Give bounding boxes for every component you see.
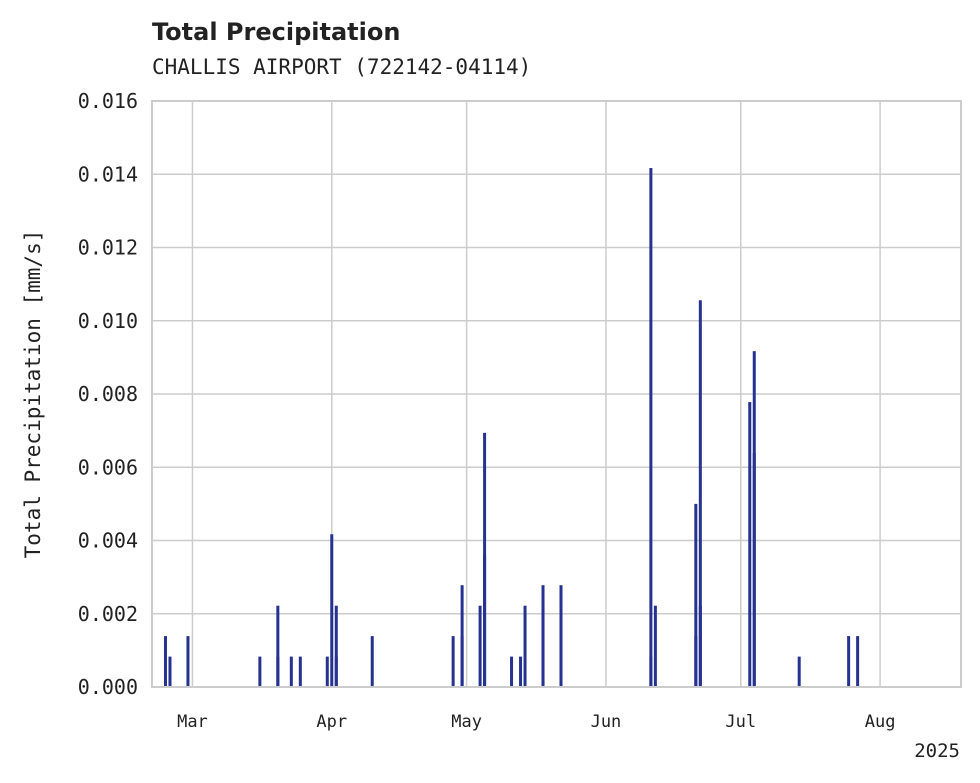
- precip-bar: [334, 605, 338, 687]
- precip-bar: [748, 402, 752, 687]
- precip-bar: [847, 636, 851, 687]
- precip-bar: [460, 636, 464, 687]
- precip-bar: [478, 605, 482, 687]
- precip-bar: [698, 605, 702, 687]
- y-tick-label: 0.008: [78, 382, 138, 406]
- precip-bar: [519, 656, 523, 687]
- precip-bar: [451, 636, 455, 687]
- x-tick-label: May: [451, 712, 482, 732]
- precip-bar: [258, 656, 262, 687]
- precip-bar: [289, 656, 293, 687]
- precip-bar: [298, 656, 302, 687]
- grid-lines: [152, 100, 961, 688]
- y-tick-label: 0.002: [78, 602, 138, 626]
- precip-bar: [649, 168, 653, 687]
- precip-bar: [797, 656, 801, 687]
- precip-bar: [698, 300, 702, 687]
- precip-bar: [276, 605, 280, 687]
- y-tick-label: 0.010: [78, 309, 138, 333]
- precip-bar: [330, 534, 334, 687]
- precip-bar: [163, 636, 167, 687]
- precip-bar: [694, 636, 698, 687]
- precip-bar: [559, 585, 563, 687]
- x-axis-year-label: 2025: [914, 740, 960, 762]
- y-tick-label: 0.012: [78, 236, 138, 260]
- precip-bar: [653, 605, 657, 687]
- precip-bar: [694, 503, 698, 687]
- precip-bar: [325, 656, 329, 687]
- precip-bar: [483, 554, 487, 687]
- plot-frame: [151, 100, 962, 688]
- y-tick-label: 0.006: [78, 455, 138, 479]
- precip-bar: [510, 656, 514, 687]
- y-tick-label: 0.014: [78, 162, 138, 186]
- y-axis-ticks: 0.000 0.002 0.004 0.006 0.008 0.010 0.012 0.014…: [78, 89, 138, 699]
- y-tick-label: 0.004: [78, 529, 138, 553]
- y-tick-label: 0.000: [78, 675, 138, 699]
- precip-bar: [186, 636, 190, 687]
- x-tick-label: Jun: [591, 712, 622, 732]
- bar-series: [163, 168, 860, 687]
- chart-subtitle: CHALLIS AIRPORT (722142-04114): [152, 55, 531, 79]
- y-axis-label: Total Precipitation [mm/s]: [21, 230, 45, 559]
- x-tick-label: Aug: [865, 712, 896, 732]
- x-axis-ticks: Mar Apr May Jun Jul Aug: [177, 712, 895, 732]
- precip-bar: [752, 452, 756, 687]
- precip-bar: [541, 605, 545, 687]
- y-tick-label: 0.016: [78, 89, 138, 113]
- x-tick-label: Mar: [177, 712, 208, 732]
- precip-bar: [276, 656, 280, 687]
- precip-bar: [523, 605, 527, 687]
- precip-bar: [856, 636, 860, 687]
- chart-title: Total Precipitation: [152, 18, 400, 46]
- precip-bar: [649, 656, 653, 687]
- x-tick-label: Jul: [725, 712, 756, 732]
- x-tick-label: Apr: [316, 712, 347, 732]
- precip-bar: [370, 636, 374, 687]
- precip-bar: [334, 656, 338, 687]
- precip-bar: [168, 656, 172, 687]
